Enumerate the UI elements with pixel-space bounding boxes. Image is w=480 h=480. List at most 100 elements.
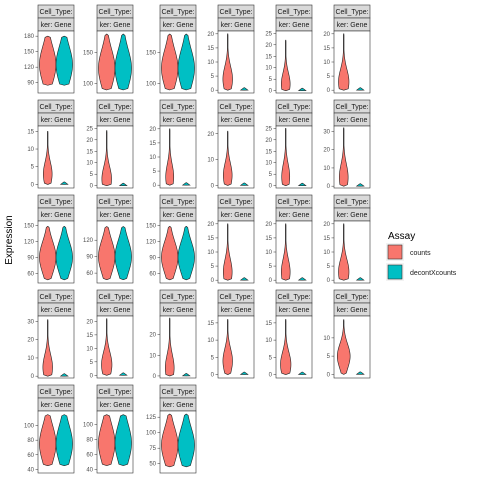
y-tick-label: 20 bbox=[149, 333, 156, 339]
y-tick-label: 150 bbox=[146, 51, 157, 57]
violin-counts bbox=[280, 39, 291, 91]
y-tick-label: 75 bbox=[149, 446, 156, 452]
violin-counts bbox=[42, 319, 53, 377]
y-tick-label: 15 bbox=[86, 149, 93, 155]
facet-strip-label: ker: Gene bbox=[221, 22, 252, 29]
y-tick-label: 10 bbox=[323, 336, 330, 342]
violin-decontxcounts bbox=[239, 182, 249, 186]
facet-strip-label: Cell_Type: bbox=[335, 199, 368, 206]
facet-strip-label: Cell_Type: bbox=[219, 294, 252, 301]
y-tick-label: 15 bbox=[265, 236, 272, 242]
y-tick-label: 30 bbox=[323, 129, 330, 135]
y-tick-label: 15 bbox=[265, 54, 272, 60]
y-tick-label: 20 bbox=[265, 43, 272, 49]
y-tick-label: 5 bbox=[153, 169, 157, 175]
violin-counts bbox=[338, 223, 350, 281]
y-tick-label: 0 bbox=[90, 184, 94, 190]
facet-panel: Cell_Type: ker: Gene 0 5 10 15 bbox=[27, 99, 75, 188]
violin-decontxcounts bbox=[355, 87, 365, 91]
legend-swatch-counts bbox=[387, 244, 403, 260]
violin-counts bbox=[161, 226, 179, 281]
violin-counts bbox=[280, 223, 291, 281]
y-tick-label: 90 bbox=[27, 81, 34, 87]
facet-panel: Cell_Type: ker: Gene 0 5 10 bbox=[323, 289, 371, 378]
y-tick-label: 15 bbox=[323, 236, 330, 242]
legend-key-decontxcounts: decontXcounts bbox=[386, 263, 457, 281]
facet-strip-label: Cell_Type: bbox=[39, 389, 72, 396]
facet-strip-label: ker: Gene bbox=[163, 22, 194, 29]
facet-panels: Cell_Type:ker: Gene90120150180Cell_Type:… bbox=[24, 4, 371, 474]
y-tick-label: 90 bbox=[86, 255, 93, 261]
violin-decontxcounts bbox=[355, 277, 365, 281]
violin-decontxcounts bbox=[55, 226, 73, 281]
facet-panel: Cell_Type: ker: Gene 60 90 120 bbox=[83, 194, 134, 284]
y-tick-label: 10 bbox=[27, 147, 34, 153]
facet-strip-label: Cell_Type: bbox=[219, 199, 252, 206]
y-tick-label: 20 bbox=[149, 127, 156, 133]
facet-strip-label: ker: Gene bbox=[279, 22, 310, 29]
facet-strip-label: ker: Gene bbox=[163, 117, 194, 124]
y-tick-label: 5 bbox=[211, 264, 215, 270]
y-tick-label: 10 bbox=[207, 60, 214, 66]
facet-strip-label: Cell_Type: bbox=[98, 104, 131, 111]
facet-strip-label: Cell_Type: bbox=[161, 9, 194, 16]
facet-panel: Cell_Type: ker: Gene 40 60 80 100 bbox=[83, 384, 134, 474]
violin-decontxcounts bbox=[177, 226, 195, 281]
y-tick-label: 100 bbox=[146, 82, 157, 88]
violin-counts bbox=[101, 130, 112, 186]
y-tick-label: 25 bbox=[265, 31, 272, 37]
legend-key-counts: counts bbox=[386, 243, 431, 261]
facet-strip-label: ker: Gene bbox=[163, 402, 194, 409]
y-tick-label: 80 bbox=[86, 437, 93, 443]
violin-counts bbox=[222, 223, 233, 281]
violin-decontxcounts bbox=[181, 182, 191, 186]
facet-panel: Cell_Type: ker: Gene 40 60 80 100 bbox=[24, 384, 75, 473]
y-tick-label: 0 bbox=[211, 88, 215, 94]
violin-decontxcounts bbox=[118, 182, 128, 186]
violin-counts bbox=[338, 33, 350, 91]
facet-strip-label: Cell_Type: bbox=[98, 294, 131, 301]
facet-strip-label: ker: Gene bbox=[41, 117, 72, 124]
violin-decontxcounts bbox=[297, 182, 307, 186]
y-tick-label: 0 bbox=[327, 184, 331, 190]
y-tick-label: 5 bbox=[269, 355, 273, 361]
facet-strip-label: Cell_Type: bbox=[335, 104, 368, 111]
facet-strip-label: ker: Gene bbox=[100, 117, 131, 124]
y-tick-label: 20 bbox=[323, 222, 330, 228]
facet-panel: Cell_Type: ker: Gene 0 5 10 15 20 25 bbox=[265, 99, 313, 190]
facet-strip-label: Cell_Type: bbox=[39, 199, 72, 206]
facet-strip-label: ker: Gene bbox=[41, 212, 72, 219]
y-tick-label: 5 bbox=[90, 172, 94, 178]
legend: Assay counts decontXcounts bbox=[386, 231, 457, 281]
y-tick-label: 15 bbox=[27, 129, 34, 135]
y-tick-label: 15 bbox=[207, 236, 214, 242]
facet-strip-label: Cell_Type: bbox=[39, 9, 72, 16]
violin-counts bbox=[336, 319, 351, 375]
violin-counts bbox=[280, 319, 292, 375]
facet-strip-label: ker: Gene bbox=[279, 117, 310, 124]
violin-decontxcounts bbox=[239, 371, 249, 375]
facet-panel: Cell_Type: ker: Gene 0 5 10 15 20 bbox=[207, 4, 255, 94]
y-tick-label: 120 bbox=[24, 65, 35, 71]
facet-strip-label: Cell_Type: bbox=[161, 199, 194, 206]
facet-panel: Cell_Type: ker: Gene 50 75 100 125 bbox=[146, 384, 197, 474]
facet-panel: Cell_Type: ker: Gene 0 5 10 15 20 bbox=[323, 194, 371, 284]
y-tick-label: 5 bbox=[31, 165, 35, 171]
facet-strip-label: ker: Gene bbox=[279, 212, 310, 219]
y-tick-label: 60 bbox=[27, 453, 34, 459]
y-tick-label: 10 bbox=[207, 250, 214, 256]
violin-counts bbox=[165, 128, 175, 186]
y-tick-label: 0 bbox=[269, 89, 273, 95]
facet-strip-label: Cell_Type: bbox=[277, 9, 310, 16]
y-tick-label: 120 bbox=[24, 239, 35, 245]
y-tick-label: 15 bbox=[265, 321, 272, 327]
violin-decontxcounts bbox=[118, 372, 128, 376]
y-tick-label: 10 bbox=[86, 161, 93, 167]
violin-decontxcounts bbox=[114, 33, 132, 91]
facet-panel: Cell_Type: ker: Gene 0 5 10 15 20 bbox=[265, 194, 313, 284]
violin-counts bbox=[98, 414, 116, 466]
y-tick-label: 10 bbox=[86, 346, 93, 352]
y-tick-label: 5 bbox=[90, 360, 94, 366]
y-tick-label: 0 bbox=[211, 278, 215, 284]
